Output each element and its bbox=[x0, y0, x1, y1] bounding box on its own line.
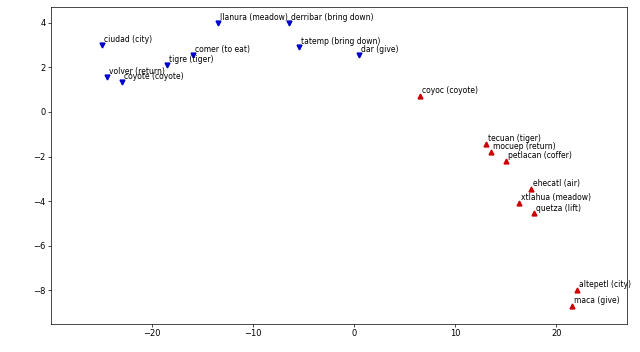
Text: coyoc (coyote): coyoc (coyote) bbox=[422, 86, 478, 95]
Text: comer (to eat): comer (to eat) bbox=[195, 45, 250, 54]
Text: tatemp (bring down): tatemp (bring down) bbox=[301, 37, 380, 46]
Text: altepetl (city): altepetl (city) bbox=[579, 281, 630, 289]
Text: coyote (coyote): coyote (coyote) bbox=[124, 72, 184, 81]
Text: tigre (tiger): tigre (tiger) bbox=[170, 55, 214, 64]
Text: maca (give): maca (give) bbox=[573, 296, 620, 305]
Text: tecuan (tiger): tecuan (tiger) bbox=[488, 134, 541, 143]
Text: quetza (lift): quetza (lift) bbox=[536, 203, 581, 213]
Text: xtlahua (meadow): xtlahua (meadow) bbox=[521, 194, 591, 202]
Text: derribar (bring down): derribar (bring down) bbox=[291, 13, 373, 22]
Text: dar (give): dar (give) bbox=[362, 45, 399, 54]
Text: petlacan (coffer): petlacan (coffer) bbox=[508, 151, 572, 160]
Text: ehecatl (air): ehecatl (air) bbox=[533, 179, 580, 188]
Text: volver (return): volver (return) bbox=[109, 68, 164, 76]
Text: llanura (meadow): llanura (meadow) bbox=[220, 13, 288, 22]
Text: ciudad (city): ciudad (city) bbox=[104, 35, 152, 44]
Text: mocuep (return): mocuep (return) bbox=[493, 142, 556, 151]
